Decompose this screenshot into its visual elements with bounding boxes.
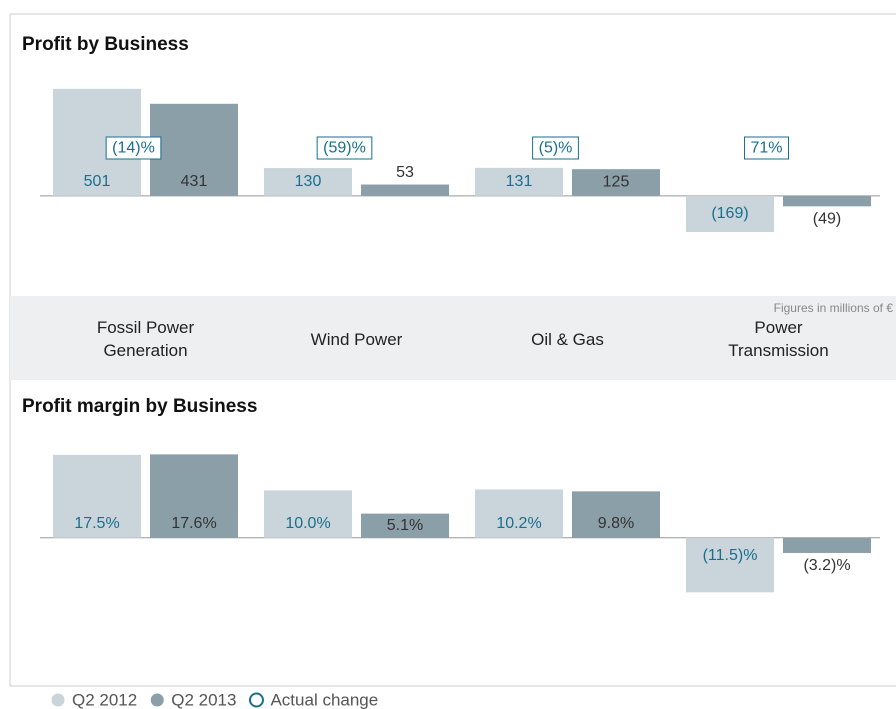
value-label: 17.5%	[74, 515, 119, 532]
category-label: Fossil Power Generation	[96, 318, 195, 360]
change-box	[316, 136, 373, 160]
value-label: 125	[603, 174, 630, 191]
bar	[572, 169, 660, 196]
legend-label: Q2 2013	[171, 690, 236, 709]
legend-label: Q2 2012	[72, 690, 137, 709]
bar	[150, 103, 238, 196]
bar	[361, 184, 449, 196]
bar	[264, 168, 352, 196]
change-box	[743, 136, 790, 160]
change-box	[532, 136, 579, 160]
value-label: 53	[396, 164, 414, 181]
value-label: 5.1%	[387, 517, 423, 534]
category-label: Power Transmission	[728, 318, 829, 360]
legend-swatch	[150, 693, 164, 707]
change-label: (59)%	[323, 140, 366, 157]
bar	[572, 491, 660, 538]
value-label: 10.2%	[496, 515, 541, 532]
value-label: (169)	[711, 205, 748, 222]
bar	[264, 490, 352, 538]
bar	[783, 195, 871, 207]
value-label: (11.5)%	[703, 547, 758, 564]
bar	[686, 537, 774, 593]
change-label: (14)%	[112, 140, 155, 157]
chart-title: Profit by Business	[22, 34, 189, 55]
value-label: (49)	[813, 211, 841, 228]
value-label: 10.0%	[285, 515, 330, 532]
annotation: Figures in millions of €	[774, 301, 894, 315]
value-label: 17.6%	[171, 515, 216, 532]
bar	[150, 454, 238, 538]
value-label: 501	[84, 173, 111, 190]
bar	[475, 489, 563, 538]
bar	[361, 513, 449, 538]
legend-swatch	[51, 693, 65, 707]
legend-label: Actual change	[270, 690, 378, 709]
value-label: 431	[181, 173, 208, 190]
change-label: (5)%	[539, 140, 573, 157]
category-label: Wind Power	[310, 329, 403, 349]
value-label: 130	[295, 173, 322, 190]
value-label: 9.8%	[598, 515, 634, 532]
chart-title: Profit margin by Business	[22, 396, 257, 417]
bar	[53, 454, 141, 538]
value-label: 131	[506, 173, 533, 190]
change-label: 71%	[750, 140, 782, 157]
category-label: Oil & Gas	[531, 329, 604, 349]
value-label: (3.2)%	[803, 557, 850, 574]
category-band	[10, 296, 896, 380]
legend-swatch	[248, 692, 264, 708]
bar	[475, 167, 563, 196]
change-box	[105, 136, 162, 160]
bar	[686, 195, 774, 232]
bar	[783, 537, 871, 553]
